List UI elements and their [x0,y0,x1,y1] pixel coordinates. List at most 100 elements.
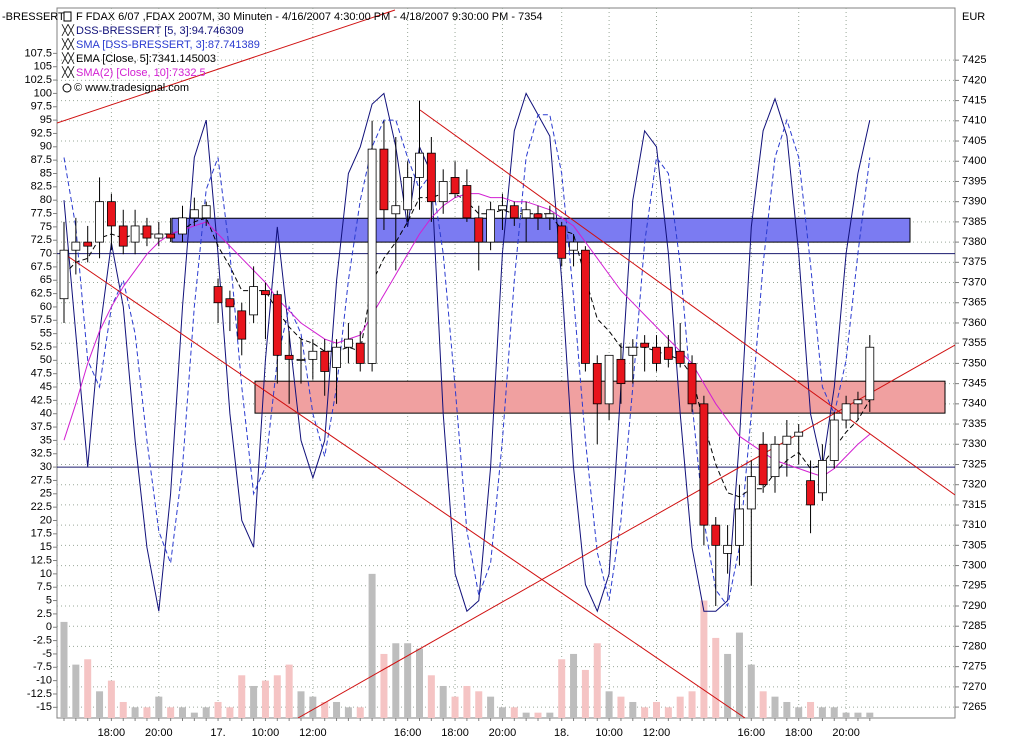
y-tick-label: 80 [40,194,52,206]
volume-bar [735,632,743,718]
trendline [57,9,396,124]
volume-bar [724,653,732,718]
candle-body [391,205,401,215]
y-tick-label: 27.5 [31,474,52,486]
y-tick-label: 105 [34,61,52,73]
candle-body [557,225,567,259]
volume-bar [783,701,791,718]
volume-bar [653,701,660,718]
volume-bar [463,685,471,718]
y2-tick-label: 7300 [962,559,986,571]
y2-tick-label: 7355 [962,337,986,349]
candle-body [545,213,555,219]
candle-body [687,363,697,405]
candle-body [652,346,661,364]
indicator-line [63,92,871,613]
legend: F FDAX 6/07 ,FDAX 2007M, 30 Minuten - 4/… [61,11,543,94]
volume-bar [558,659,566,718]
volume-bar [356,707,364,718]
candle-body [343,338,353,348]
y2-tick-label: 7365 [962,297,986,309]
volume-bar [641,707,649,718]
candle-body [474,217,484,243]
y-tick-label: 65 [40,274,52,286]
candle-body [178,217,187,235]
y2-tick-label: 7325 [962,458,986,470]
volume-bar [593,643,601,718]
y-tick-label: 10 [40,568,52,580]
y-tick-label: 92.5 [31,127,52,139]
candle-body [663,346,673,360]
volume-bar [416,648,423,718]
volume-bar [487,696,495,718]
candle-body [581,249,590,364]
legend-icon: ╳╳ [61,52,75,65]
volume-bar [700,600,708,718]
copyright-icon [62,83,72,93]
legend-icon: ╳╳ [61,24,75,37]
x-tick-label: 10:00 [595,727,623,739]
candle-body [130,225,140,243]
volume-bar [202,707,210,718]
candle-body [450,177,460,194]
grid [57,8,955,718]
y-tick-label: 7.5 [37,581,52,593]
y-tick-label: -15 [36,701,52,713]
trendline [419,109,955,496]
y-tick-label: 100 [34,87,52,99]
y-tick-label: -2.5 [33,635,52,647]
y2-tick-label: 7400 [962,155,986,167]
volume-bar [392,643,400,718]
y2-tick-label: 7305 [962,539,986,551]
x-tick-label: 16:00 [738,727,766,739]
y2-tick-label: 7340 [962,398,986,410]
candle-body [498,205,507,211]
legend-series: ╳╳ DSS-BRESSERT [5, 3]:94.746309╳╳ SMA [DS… [61,24,260,79]
candle-body [201,205,211,219]
candle-body [355,342,365,364]
volume-bar [510,707,518,718]
candle-body [853,399,863,405]
volume-bar [522,712,530,718]
volume-bar [475,691,483,718]
volume-bar [664,707,672,718]
volume-bar [605,691,613,718]
y-tick-label: 30 [40,461,52,473]
candle-body [379,148,389,211]
candles [59,100,875,607]
y-tick-label: 47.5 [31,368,52,380]
y2-tick-label: 7390 [962,196,986,208]
candle-body [569,241,578,251]
volume-bar [333,701,341,718]
candle-body [308,350,318,360]
indicator-line [63,114,871,608]
candle-body [758,443,768,486]
volume-bar [818,707,826,718]
candle-body [142,225,152,239]
y2-tick-label: 7425 [962,54,986,66]
legend-entry: DSS-BRESSERT [5, 3]:94.746309 [76,25,244,37]
candle-body [628,346,638,356]
candle-body [332,346,341,368]
candle-body [521,209,531,219]
y2-tick-label: 7295 [962,580,986,592]
axes: 107.5105102.510097.59592.59087.58582.580… [24,47,986,739]
volume-bar [866,712,874,718]
x-tick-label: 18:00 [98,727,126,739]
candle-body [509,205,519,219]
y2-tick-label: 7315 [962,499,986,511]
candle-body [806,480,815,506]
volume-bar [451,696,459,718]
candle-body [367,148,377,364]
volume-bar [380,653,388,718]
x-tick-label: 20:00 [832,727,860,739]
candle-body [438,181,448,203]
legend-icon [63,11,72,22]
y2-tick-label: 7375 [962,256,986,268]
volume-bar [261,680,269,718]
y-tick-label: 37.5 [31,421,52,433]
volume-bar [273,675,281,718]
volume-bar [747,664,755,718]
candle-body [213,286,223,304]
